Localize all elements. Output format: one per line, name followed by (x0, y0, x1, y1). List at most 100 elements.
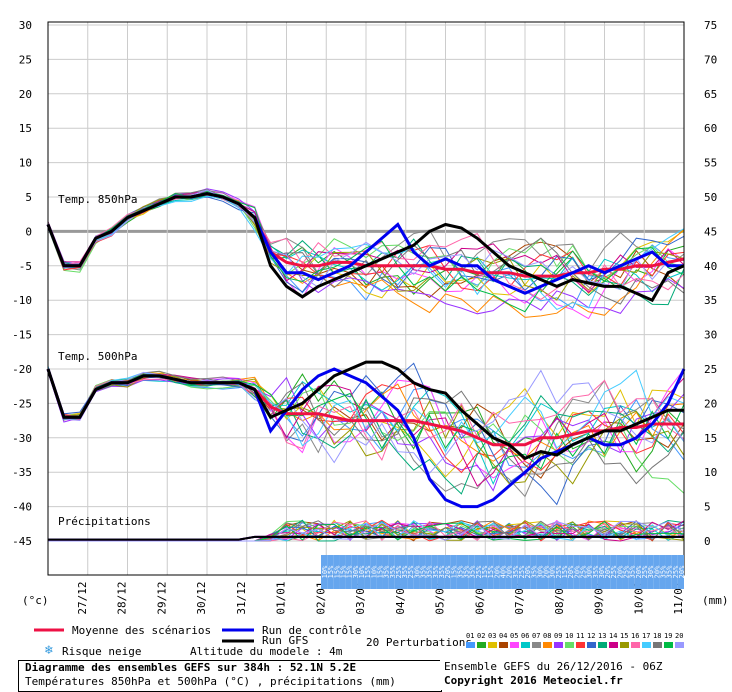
snow-risk-value: 15% (346, 565, 354, 578)
snow-risk-cell (487, 555, 494, 589)
snow-risk-cell (339, 555, 346, 589)
y-right-tick-label: 5 (704, 501, 711, 514)
y-right-tick-label: 50 (704, 191, 717, 204)
x-tick-label: 03/01 (354, 581, 367, 614)
snow-risk-cell (671, 555, 678, 589)
snow-risk-cell (647, 555, 654, 589)
snow-risk-cell (400, 555, 408, 589)
snow-risk-cell (468, 555, 475, 589)
snow-risk-value: 15% (340, 565, 348, 578)
snow-risk-value: 35% (401, 565, 409, 578)
y-right-tick-label: 10 (704, 466, 717, 479)
snow-risk-cell (567, 555, 574, 589)
perturbation-number: 18 (653, 632, 661, 640)
snow-risk-value: 40% (500, 565, 508, 578)
y-left-tick-label: 20 (19, 88, 32, 101)
perturbation-swatch (543, 642, 552, 648)
snow-risk-cell (573, 555, 580, 589)
y-left-tick-label: -20 (12, 363, 32, 376)
snow-risk-value: 20% (653, 565, 661, 578)
panel-label: Précipitations (58, 515, 151, 528)
snow-risk-cell (536, 555, 543, 589)
snow-risk-value: 35% (426, 565, 434, 578)
snow-risk-cell (444, 555, 451, 589)
y-right-tick-label: 65 (704, 88, 717, 101)
y-left-tick-label: 10 (19, 157, 32, 170)
snow-risk-value: 15% (481, 565, 489, 578)
y-left-tick-label: 0 (25, 225, 32, 238)
legend-control-label: Run de contrôle (262, 624, 361, 637)
snow-risk-cell (548, 555, 555, 589)
snow-risk-cell (493, 555, 500, 589)
footer-title: Diagramme des ensembles GEFS sur 384h : … (25, 661, 357, 674)
snow-risk-value: 30% (647, 565, 655, 578)
y-left-tick-label: 25 (19, 53, 32, 66)
snow-risk-value: 25% (395, 565, 403, 578)
perturbation-number: 01 (466, 632, 474, 640)
snow-risk-cell (542, 555, 549, 589)
perturbation-number: 05 (510, 632, 518, 640)
snow-risk-value: 10% (321, 565, 329, 578)
perturbation-number: 09 (554, 632, 562, 640)
snow-risk-cell (554, 555, 561, 589)
snow-risk-cell (560, 555, 568, 589)
snow-risk-cell (579, 555, 586, 589)
perturbation-swatch (532, 642, 541, 648)
perturbation-number: 17 (642, 632, 650, 640)
perturbation-swatch (510, 642, 519, 648)
ensemble-member-line (47, 369, 685, 486)
footer-subtitle: Températures 850hPa et 500hPa (°C) , pré… (25, 675, 396, 688)
snow-risk-cell (425, 555, 432, 589)
perturbation-swatch (554, 642, 563, 648)
perturbation-number: 02 (477, 632, 485, 640)
ensemble-member-line (47, 194, 685, 293)
snow-risk-value: 30% (598, 565, 606, 578)
snow-risk-cell (321, 555, 328, 589)
snow-risk-cell (659, 555, 666, 589)
snow-risk-cell (665, 555, 672, 589)
y-right-tick-label: 0 (704, 535, 711, 548)
y-left-tick-label: -35 (12, 466, 32, 479)
y-right-tick-label: 20 (704, 397, 717, 410)
x-tick-label: 02/01 (314, 581, 327, 614)
snow-risk-cell (437, 555, 445, 589)
legend-perturbations-label: 20 Perturbations (366, 636, 472, 649)
panel-label: Temp. 500hPa (58, 350, 137, 363)
series-line (46, 192, 685, 303)
series-precip-line (48, 535, 684, 541)
x-tick-label: 11/01 (672, 581, 685, 614)
ensemble-member-line (47, 191, 685, 313)
chart-legend: Moyenne des scénarios Run de contrôleRun … (34, 624, 684, 658)
chart-grid (47, 22, 685, 575)
snow-risk-value: 35% (383, 565, 391, 578)
y-left-tick-label: 5 (25, 191, 32, 204)
snow-risk-value: 35% (666, 565, 674, 578)
perturbation-number: 11 (576, 632, 584, 640)
snow-risk-cell (610, 555, 617, 589)
ensemble-member-line (47, 371, 685, 492)
snow-risk-value: 25% (641, 565, 649, 578)
y-right-tick-label: 55 (704, 157, 717, 170)
snow-risk-value: 10% (358, 565, 366, 578)
y-left-tick-label: -45 (12, 535, 32, 548)
perturbation-number: 07 (532, 632, 540, 640)
perturbation-swatch (477, 642, 486, 648)
perturbation-swatch (466, 642, 475, 648)
snow-risk-value: 15% (327, 565, 335, 578)
snow-risk-value: 35% (530, 565, 538, 578)
legend-altitude-label: Altitude du modele : 4m (190, 645, 343, 658)
perturbation-number: 03 (488, 632, 496, 640)
snow-risk-cell (640, 555, 648, 589)
snow-risk-strip: 10%15%15%15%15%30%10%15%10%15%35%35%25%3… (321, 555, 686, 589)
snow-risk-value: 25% (555, 565, 563, 578)
snow-risk-cell (585, 555, 592, 589)
y-right-tick-label: 60 (704, 122, 717, 135)
y-right-tick-label: 75 (704, 19, 717, 32)
perturbation-number: 12 (587, 632, 595, 640)
y-left-tick-label: 30 (19, 19, 32, 32)
snow-risk-cell (511, 555, 518, 589)
footer-title-box: Diagramme des ensembles GEFS sur 384h : … (18, 660, 442, 692)
snow-risk-value: 35% (456, 565, 464, 578)
snow-risk-cell (413, 555, 420, 589)
perturbation-number: 20 (675, 632, 683, 640)
